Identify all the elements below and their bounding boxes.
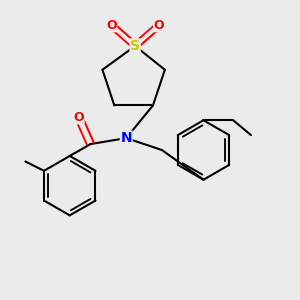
Text: O: O xyxy=(106,19,117,32)
Text: S: S xyxy=(130,39,140,53)
Text: O: O xyxy=(154,19,164,32)
Text: O: O xyxy=(74,111,84,124)
Text: N: N xyxy=(120,131,132,145)
